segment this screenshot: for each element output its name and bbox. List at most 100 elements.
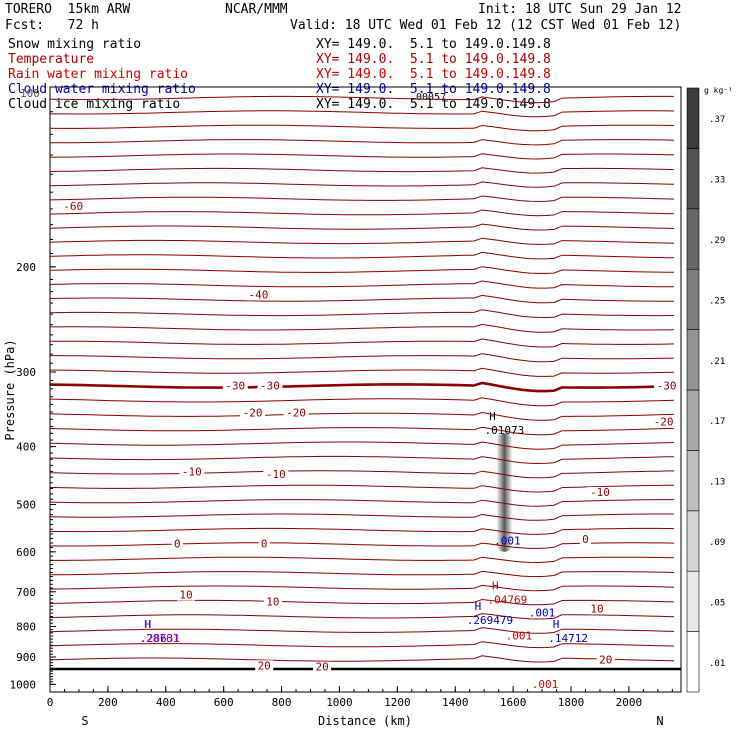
maximum-marker: H	[492, 579, 499, 592]
temperature-contour-line	[49, 223, 675, 231]
contour-label-bg	[651, 416, 677, 428]
temperature-contour-line	[49, 470, 675, 479]
legend-xy-cloud-water: XY= 149.0. 5.1 to 149.0.149.8	[316, 82, 551, 97]
temperature-contour-label: -60	[63, 200, 83, 213]
temperature-contour-line	[49, 294, 674, 304]
colorbar-tick-label: .25	[709, 296, 725, 306]
y-tick-label: 700	[16, 586, 36, 599]
maximum-value-label: .14712	[548, 632, 588, 645]
contour-label-bg	[179, 466, 205, 478]
y-tick-label: 900	[16, 651, 36, 664]
legend-xy-temperature: XY= 149.0. 5.1 to 149.0.149.8	[316, 52, 551, 67]
temperature-contour-label: -30	[225, 380, 245, 393]
contour-label-bg	[255, 660, 274, 672]
temperature-contour-label: 10	[179, 589, 192, 602]
temperature-contour-line	[49, 367, 675, 377]
colorbar-segment	[686, 208, 700, 270]
org-label: NCAR/MMM	[225, 2, 288, 17]
temperature-contour-line	[49, 397, 675, 407]
temperature-contour-label: -10	[590, 486, 610, 499]
maximum-value-label: .28631	[140, 632, 180, 645]
colorbar-segment	[686, 87, 700, 149]
temperature-contour-line	[49, 110, 675, 118]
x-tick-label: 800	[272, 696, 292, 709]
temperature-contour-line	[49, 655, 675, 663]
south-label: S	[81, 714, 88, 728]
colorbar-segment	[686, 329, 700, 391]
maximum-value-label: .04769	[487, 593, 527, 606]
colorbar-tick-label: .01	[709, 659, 725, 669]
temperature-contour-line	[49, 426, 675, 436]
temperature-contour-label: 20	[599, 654, 612, 667]
contour-label-bg	[240, 407, 266, 419]
colorbar-segment	[686, 570, 700, 632]
mixing-ratio-contour-label: .001	[506, 630, 533, 643]
temperature-contour-line	[49, 237, 675, 245]
temperature-contour-line	[49, 584, 675, 592]
temperature-contour-line	[49, 195, 675, 202]
temperature-contour-line	[49, 527, 675, 535]
temperature-contour-label: 10	[266, 595, 279, 608]
temperature-contour-line	[49, 513, 674, 521]
valid-time: Valid: 18 UTC Wed 01 Feb 12 (12 CST Wed …	[290, 18, 682, 33]
y-tick-label: 500	[16, 499, 36, 512]
x-tick-label: 1600	[500, 696, 527, 709]
colorbar-segment	[686, 510, 700, 572]
temperature-contour-line	[49, 542, 675, 549]
colorbar-segment	[686, 450, 700, 512]
mixing-ratio-contour-label: .001	[532, 678, 559, 691]
temperature-contour-label: 0	[174, 538, 181, 551]
contour-label-bg	[263, 469, 289, 481]
y-tick-label: 1000	[10, 678, 37, 691]
temperature-contour-line	[49, 641, 675, 649]
contour-label-bg	[587, 487, 613, 499]
x-tick-label: 600	[214, 696, 234, 709]
temperature-contour-line	[50, 556, 675, 564]
temperature-contour-line	[49, 181, 675, 188]
temperature-contour-label: 20	[258, 659, 271, 672]
colorbar-tick-label: .17	[709, 417, 725, 427]
temperature-contour-line	[49, 411, 675, 421]
temperature-contour-line	[49, 613, 675, 620]
contour-label-bg	[588, 603, 607, 615]
colorbar-tick-label: .05	[709, 598, 725, 608]
temperature-contour-label: -20	[243, 407, 263, 420]
legend-name-snow: Snow mixing ratio	[8, 37, 142, 52]
maximum-value-label: .01073	[485, 424, 525, 437]
legend-name-rain: Rain water mixing ratio	[8, 67, 189, 82]
temperature-contour-line	[49, 570, 675, 578]
contour-label-bg	[283, 407, 309, 419]
temperature-contour-line	[49, 124, 675, 132]
temperature-contour-label: 10	[590, 602, 603, 615]
forecast-hour: Fcst: 72 h	[5, 18, 99, 33]
contour-label-bg	[171, 538, 183, 550]
colorbar-segment	[686, 389, 700, 451]
contour-label-bg	[263, 596, 282, 608]
maximum-marker: H	[489, 410, 496, 423]
temperature-contour-line	[49, 309, 675, 319]
x-tick-label: 1200	[384, 696, 411, 709]
contour-label-bg	[579, 534, 591, 546]
contour-labels: -60 -40 -30 -30 -30 -20 -20 -20 -10 -10 -10 0 0 0 10 10…	[60, 200, 680, 691]
mixing-ratio-contour-label: .001	[494, 534, 521, 547]
colorbar-segment	[686, 268, 700, 330]
maximum-marker: H	[553, 618, 560, 631]
contour-label-bg	[177, 589, 196, 601]
x-axis-label: Distance (km)	[318, 714, 412, 728]
plot-border	[49, 86, 682, 693]
top-note: .00057	[410, 92, 447, 103]
y-tick-label: 300	[16, 366, 36, 379]
temperature-contour-label: -40	[248, 288, 268, 301]
legend-name-cloud-ice: Cloud ice mixing ratio	[8, 97, 181, 112]
y-tick-label: 200	[16, 261, 36, 274]
colorbar-tick-label: .13	[709, 478, 725, 488]
x-tick-label: 1800	[558, 696, 585, 709]
colorbar-segment	[686, 148, 700, 210]
contour-label-bg	[222, 380, 248, 392]
temperature-contour-label: -10	[266, 468, 286, 481]
temperature-contour-line	[49, 627, 675, 634]
maximum-marker: H	[144, 618, 151, 631]
temperature-contour-label: 20	[315, 661, 328, 674]
legend-xy-rain: XY= 149.0. 5.1 to 149.0.149.8	[316, 67, 551, 82]
